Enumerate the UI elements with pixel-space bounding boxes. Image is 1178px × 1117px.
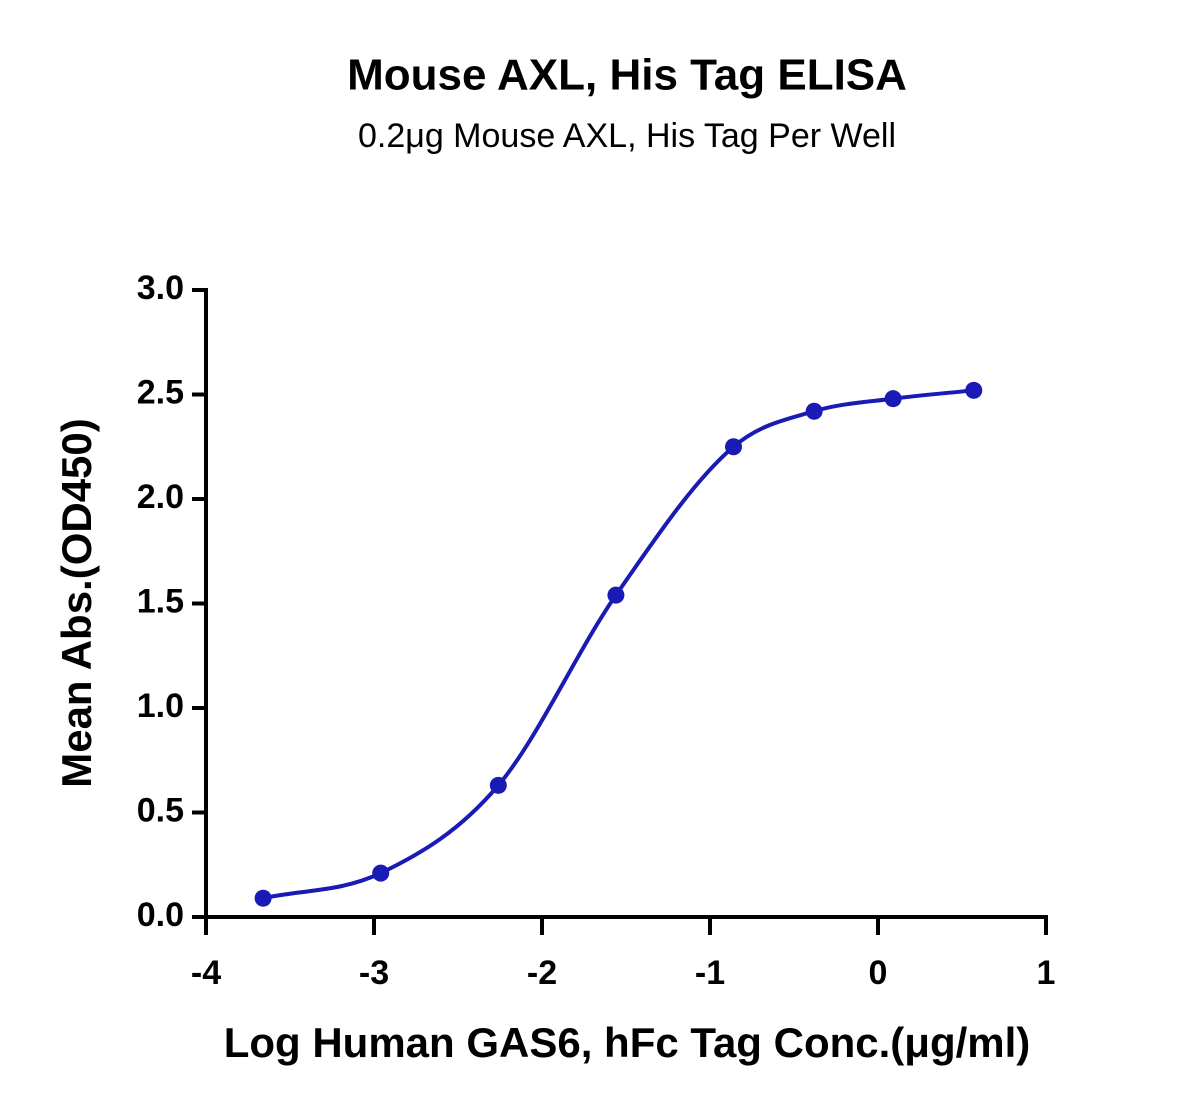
y-tick-label: 1.0 [137,687,184,725]
data-point [254,889,272,907]
x-tick-label: 0 [869,954,888,992]
chart-title: Mouse AXL, His Tag ELISA [347,51,907,100]
x-tick-label: -1 [695,954,725,992]
y-tick-label: 1.5 [137,582,184,620]
data-point [607,586,625,604]
y-tick-label: 2.5 [137,373,184,411]
chart-subtitle: 0.2μg Mouse AXL, His Tag Per Well [358,117,896,155]
y-axis-title: Mean Abs.(OD450) [53,418,100,788]
x-tick-label: -3 [359,954,389,992]
y-tick-label: 0.5 [137,791,184,829]
data-point [965,381,983,399]
data-point [805,402,823,420]
data-point [489,776,507,794]
y-tick-label: 3.0 [137,269,184,307]
x-tick-label: -4 [191,954,221,992]
x-tick-label: -2 [527,954,557,992]
y-tick-label: 2.0 [137,478,184,516]
x-axis-title: Log Human GAS6, hFc Tag Conc.(μg/ml) [224,1019,1031,1066]
x-tick-label: 1 [1037,954,1056,992]
fit-curve [262,388,974,901]
y-tick-label: 0.0 [137,896,184,934]
data-point [725,438,743,456]
data-point [372,864,390,882]
data-point [884,390,902,408]
